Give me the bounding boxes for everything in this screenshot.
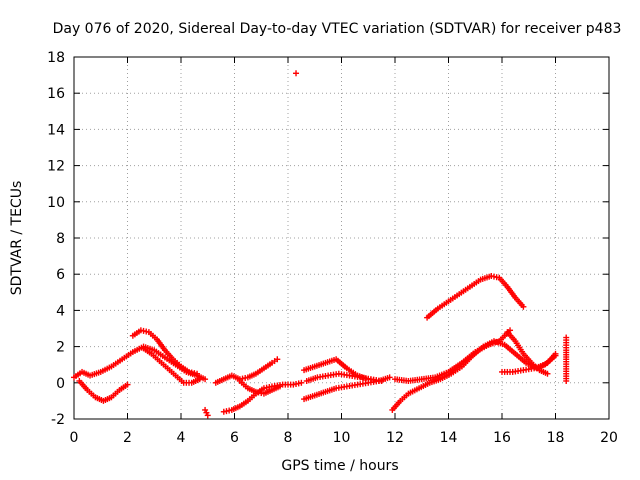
y-tick-label: 12 — [47, 159, 65, 175]
data-point — [196, 376, 203, 383]
x-tick-label: 18 — [547, 430, 565, 446]
x-tick-label: 20 — [600, 430, 618, 446]
y-tick-label: 10 — [47, 195, 65, 211]
data-point — [293, 70, 300, 77]
data-point — [520, 303, 527, 310]
x-tick-label: 6 — [230, 430, 239, 446]
y-axis-label: SDTVAR / TECUs — [9, 181, 25, 296]
data-points — [71, 70, 570, 419]
data-point — [124, 381, 131, 388]
x-tick-label: 2 — [123, 430, 132, 446]
axis-ticks: 0 2 4 6 8 10 12 14 16 18 20 -2 0 2 4 6 8 10 12 14 16 18 — [47, 50, 618, 446]
grid — [74, 57, 609, 419]
x-tick-label: 8 — [284, 430, 293, 446]
x-tick-label: 16 — [493, 430, 511, 446]
data-point — [552, 352, 559, 359]
data-point — [386, 374, 393, 381]
y-tick-label: -2 — [51, 412, 65, 428]
data-point — [194, 370, 201, 377]
x-tick-label: 10 — [333, 430, 351, 446]
y-tick-label: 8 — [56, 231, 65, 247]
y-tick-label: 6 — [56, 267, 65, 283]
data-point — [276, 383, 283, 390]
data-point — [378, 377, 385, 384]
x-tick-label: 0 — [70, 430, 79, 446]
chart-title: Day 076 of 2020, Sidereal Day-to-day VTE… — [53, 21, 622, 37]
x-tick-label: 12 — [386, 430, 404, 446]
x-tick-label: 4 — [177, 430, 186, 446]
y-tick-label: 2 — [56, 340, 65, 356]
y-tick-label: 4 — [56, 303, 65, 319]
x-axis-label: GPS time / hours — [281, 458, 398, 474]
data-point — [204, 412, 211, 419]
x-tick-label: 14 — [440, 430, 458, 446]
data-point — [544, 370, 551, 377]
y-tick-label: 0 — [56, 376, 65, 392]
y-tick-label: 16 — [47, 86, 65, 102]
data-point — [202, 376, 209, 383]
y-tick-label: 14 — [47, 122, 65, 138]
y-tick-label: 18 — [47, 50, 65, 66]
data-point — [274, 356, 281, 363]
data-point — [563, 377, 570, 384]
data-point — [298, 379, 305, 386]
